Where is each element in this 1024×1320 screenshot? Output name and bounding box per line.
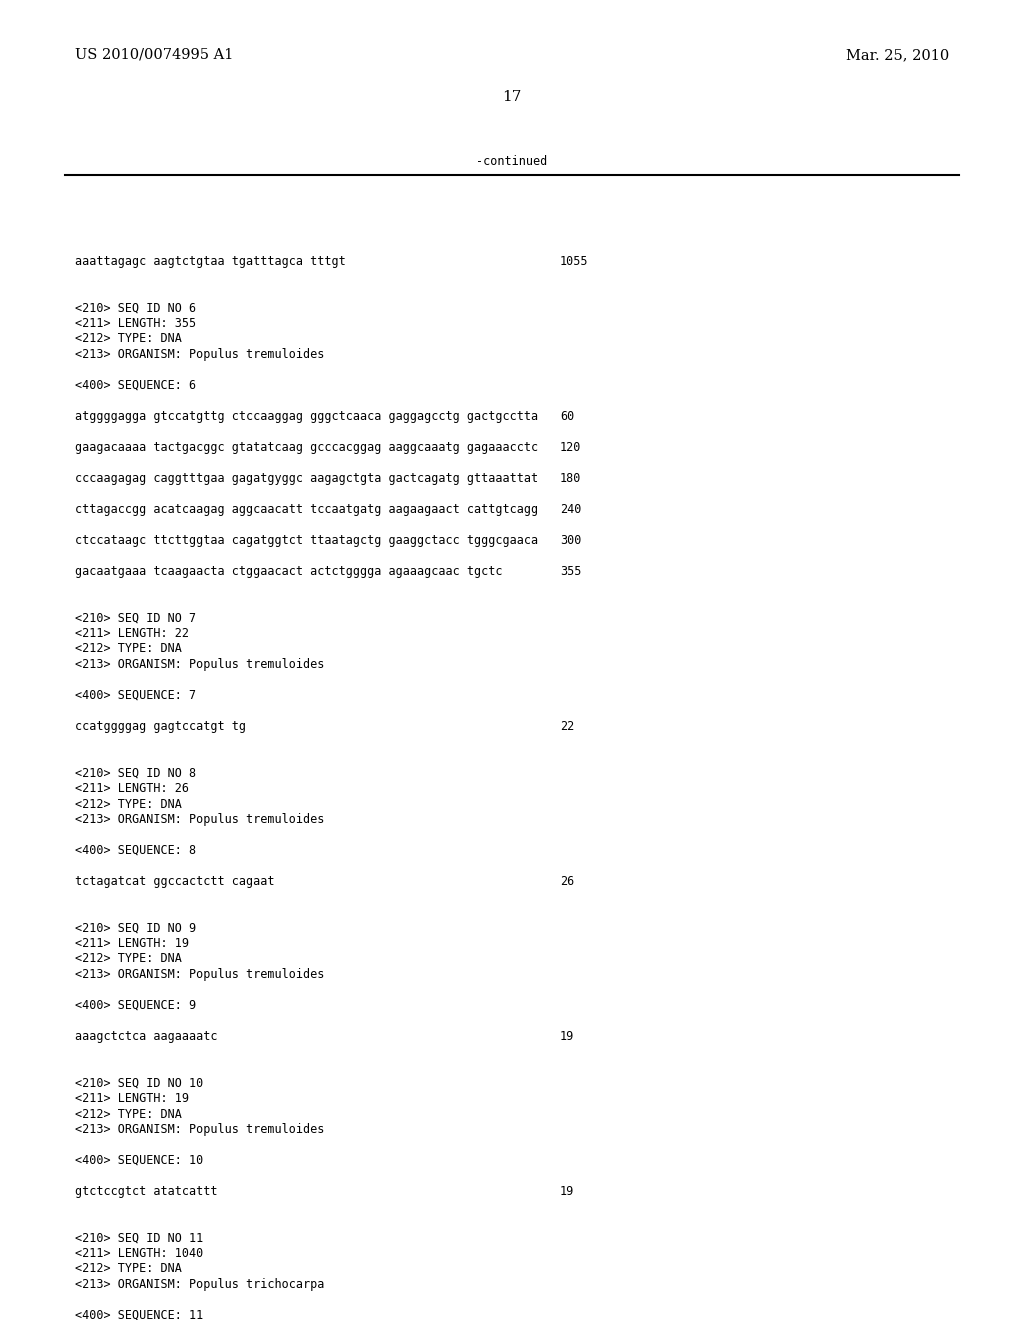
Text: ctccataagc ttcttggtaa cagatggtct ttaatagctg gaaggctacc tgggcgaaca: ctccataagc ttcttggtaa cagatggtct ttaatag… xyxy=(75,535,539,546)
Text: 19: 19 xyxy=(560,1030,574,1043)
Text: 180: 180 xyxy=(560,473,582,484)
Text: <400> SEQUENCE: 8: <400> SEQUENCE: 8 xyxy=(75,843,197,857)
Text: <213> ORGANISM: Populus tremuloides: <213> ORGANISM: Populus tremuloides xyxy=(75,1123,325,1137)
Text: 240: 240 xyxy=(560,503,582,516)
Text: 19: 19 xyxy=(560,1185,574,1199)
Text: <210> SEQ ID NO 9: <210> SEQ ID NO 9 xyxy=(75,921,197,935)
Text: <211> LENGTH: 355: <211> LENGTH: 355 xyxy=(75,317,197,330)
Text: <400> SEQUENCE: 9: <400> SEQUENCE: 9 xyxy=(75,999,197,1012)
Text: <400> SEQUENCE: 6: <400> SEQUENCE: 6 xyxy=(75,379,197,392)
Text: 22: 22 xyxy=(560,719,574,733)
Text: cccaagagag caggtttgaa gagatgyggc aagagctgta gactcagatg gttaaattat: cccaagagag caggtttgaa gagatgyggc aagagct… xyxy=(75,473,539,484)
Text: <210> SEQ ID NO 10: <210> SEQ ID NO 10 xyxy=(75,1077,203,1089)
Text: <211> LENGTH: 19: <211> LENGTH: 19 xyxy=(75,937,189,950)
Text: <400> SEQUENCE: 10: <400> SEQUENCE: 10 xyxy=(75,1154,203,1167)
Text: <211> LENGTH: 1040: <211> LENGTH: 1040 xyxy=(75,1247,203,1261)
Text: ccatggggag gagtccatgt tg: ccatggggag gagtccatgt tg xyxy=(75,719,246,733)
Text: <212> TYPE: DNA: <212> TYPE: DNA xyxy=(75,643,182,656)
Text: <213> ORGANISM: Populus tremuloides: <213> ORGANISM: Populus tremuloides xyxy=(75,657,325,671)
Text: <400> SEQUENCE: 7: <400> SEQUENCE: 7 xyxy=(75,689,197,702)
Text: <400> SEQUENCE: 11: <400> SEQUENCE: 11 xyxy=(75,1309,203,1320)
Text: <212> TYPE: DNA: <212> TYPE: DNA xyxy=(75,1107,182,1121)
Text: <211> LENGTH: 19: <211> LENGTH: 19 xyxy=(75,1092,189,1105)
Text: aaattagagc aagtctgtaa tgatttagca tttgt: aaattagagc aagtctgtaa tgatttagca tttgt xyxy=(75,255,346,268)
Text: atggggagga gtccatgttg ctccaaggag gggctcaaca gaggagcctg gactgcctta: atggggagga gtccatgttg ctccaaggag gggctca… xyxy=(75,411,539,422)
Text: <210> SEQ ID NO 8: <210> SEQ ID NO 8 xyxy=(75,767,197,780)
Text: <213> ORGANISM: Populus tremuloides: <213> ORGANISM: Populus tremuloides xyxy=(75,968,325,981)
Text: tctagatcat ggccactctt cagaat: tctagatcat ggccactctt cagaat xyxy=(75,875,274,888)
Text: <211> LENGTH: 26: <211> LENGTH: 26 xyxy=(75,781,189,795)
Text: cttagaccgg acatcaagag aggcaacatt tccaatgatg aagaagaact cattgtcagg: cttagaccgg acatcaagag aggcaacatt tccaatg… xyxy=(75,503,539,516)
Text: -continued: -continued xyxy=(476,154,548,168)
Text: <213> ORGANISM: Populus tremuloides: <213> ORGANISM: Populus tremuloides xyxy=(75,813,325,826)
Text: 120: 120 xyxy=(560,441,582,454)
Text: 17: 17 xyxy=(503,90,521,104)
Text: <212> TYPE: DNA: <212> TYPE: DNA xyxy=(75,953,182,965)
Text: gtctccgtct atatcattt: gtctccgtct atatcattt xyxy=(75,1185,217,1199)
Text: aaagctctca aagaaaatc: aaagctctca aagaaaatc xyxy=(75,1030,217,1043)
Text: 355: 355 xyxy=(560,565,582,578)
Text: US 2010/0074995 A1: US 2010/0074995 A1 xyxy=(75,48,233,62)
Text: 60: 60 xyxy=(560,411,574,422)
Text: <212> TYPE: DNA: <212> TYPE: DNA xyxy=(75,333,182,346)
Text: 26: 26 xyxy=(560,875,574,888)
Text: 300: 300 xyxy=(560,535,582,546)
Text: <212> TYPE: DNA: <212> TYPE: DNA xyxy=(75,797,182,810)
Text: <212> TYPE: DNA: <212> TYPE: DNA xyxy=(75,1262,182,1275)
Text: 1055: 1055 xyxy=(560,255,589,268)
Text: <211> LENGTH: 22: <211> LENGTH: 22 xyxy=(75,627,189,640)
Text: <213> ORGANISM: Populus trichocarpa: <213> ORGANISM: Populus trichocarpa xyxy=(75,1278,325,1291)
Text: gacaatgaaa tcaagaacta ctggaacact actctgggga agaaagcaac tgctc: gacaatgaaa tcaagaacta ctggaacact actctgg… xyxy=(75,565,503,578)
Text: <210> SEQ ID NO 7: <210> SEQ ID NO 7 xyxy=(75,611,197,624)
Text: <210> SEQ ID NO 6: <210> SEQ ID NO 6 xyxy=(75,301,197,314)
Text: <210> SEQ ID NO 11: <210> SEQ ID NO 11 xyxy=(75,1232,203,1245)
Text: gaagacaaaa tactgacggc gtatatcaag gcccacggag aaggcaaatg gagaaacctc: gaagacaaaa tactgacggc gtatatcaag gcccacg… xyxy=(75,441,539,454)
Text: Mar. 25, 2010: Mar. 25, 2010 xyxy=(846,48,949,62)
Text: <213> ORGANISM: Populus tremuloides: <213> ORGANISM: Populus tremuloides xyxy=(75,348,325,360)
